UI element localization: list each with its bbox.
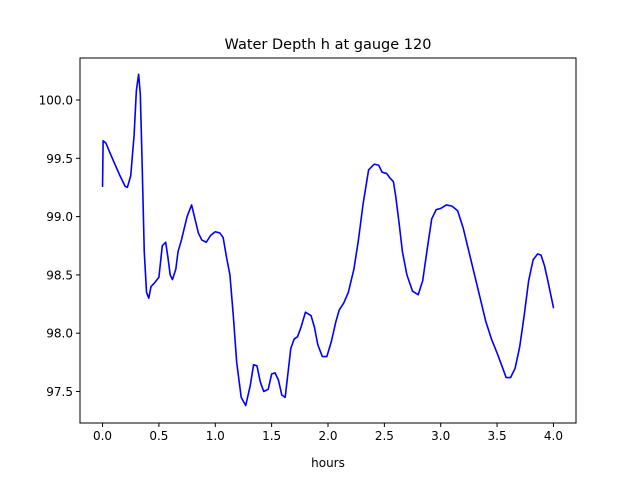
plot-area [101,73,555,407]
y-tick-label-2: 98.5 [46,268,73,282]
x-tick-label-0: 0.0 [93,429,112,443]
chart-title: Water Depth h at gauge 120 [225,37,432,53]
x-tick-label-5: 2.5 [375,429,394,443]
y-tick-label-4: 99.5 [46,152,73,166]
x-tick-label-7: 3.5 [488,429,507,443]
y-tick-label-0: 97.5 [46,385,73,399]
y-axis: 97.5 98.0 98.5 99.0 99.5 100.0 [39,93,80,399]
y-tick-label-5: 100.0 [39,93,73,107]
x-tick-label-8: 4.0 [544,429,563,443]
series-line-0 [101,73,555,407]
x-tick-label-4: 2.0 [318,429,337,443]
y-tick-label-3: 99.0 [46,210,73,224]
y-tick-label-1: 98.0 [46,327,73,341]
x-tick-label-1: 0.5 [149,429,168,443]
x-axis: 0.0 0.5 1.0 1.5 2.0 2.5 3.0 3.5 4.0 [93,423,563,443]
x-tick-label-6: 3.0 [431,429,450,443]
x-tick-label-2: 1.0 [206,429,225,443]
x-axis-label: hours [311,456,345,470]
x-tick-label-3: 1.5 [262,429,281,443]
